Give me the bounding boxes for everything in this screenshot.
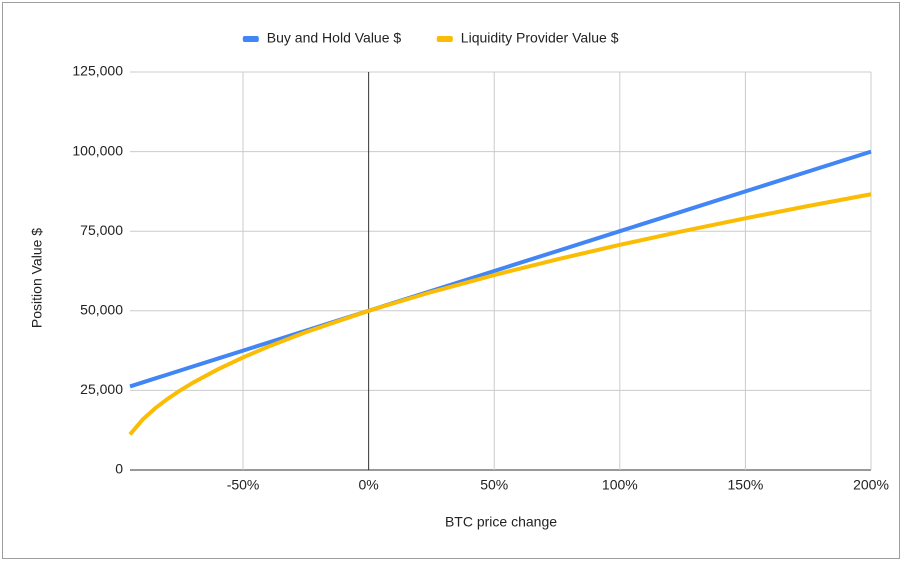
x-axis-label: BTC price change bbox=[445, 514, 557, 530]
y-tick-label: 75,000 bbox=[80, 222, 123, 238]
y-axis-label: Position Value $ bbox=[29, 228, 45, 328]
y-tick-label: 50,000 bbox=[80, 302, 123, 318]
x-tick-label: 0% bbox=[359, 477, 379, 493]
x-tick-label: 150% bbox=[728, 477, 764, 493]
y-tick-label: 25,000 bbox=[80, 381, 123, 397]
series-line bbox=[128, 192, 872, 436]
y-tick-label: 0 bbox=[115, 461, 123, 477]
legend-label: Liquidity Provider Value $ bbox=[461, 30, 619, 46]
x-tick-label: 200% bbox=[853, 477, 889, 493]
x-tick-label: 50% bbox=[480, 477, 508, 493]
x-tick-label: 100% bbox=[602, 477, 638, 493]
legend-label: Buy and Hold Value $ bbox=[267, 30, 402, 46]
y-tick-label: 125,000 bbox=[72, 63, 123, 79]
legend-swatch bbox=[242, 36, 259, 42]
legend-swatch bbox=[436, 36, 453, 42]
y-tick-label: 100,000 bbox=[72, 142, 123, 158]
x-tick-label: -50% bbox=[227, 477, 260, 493]
